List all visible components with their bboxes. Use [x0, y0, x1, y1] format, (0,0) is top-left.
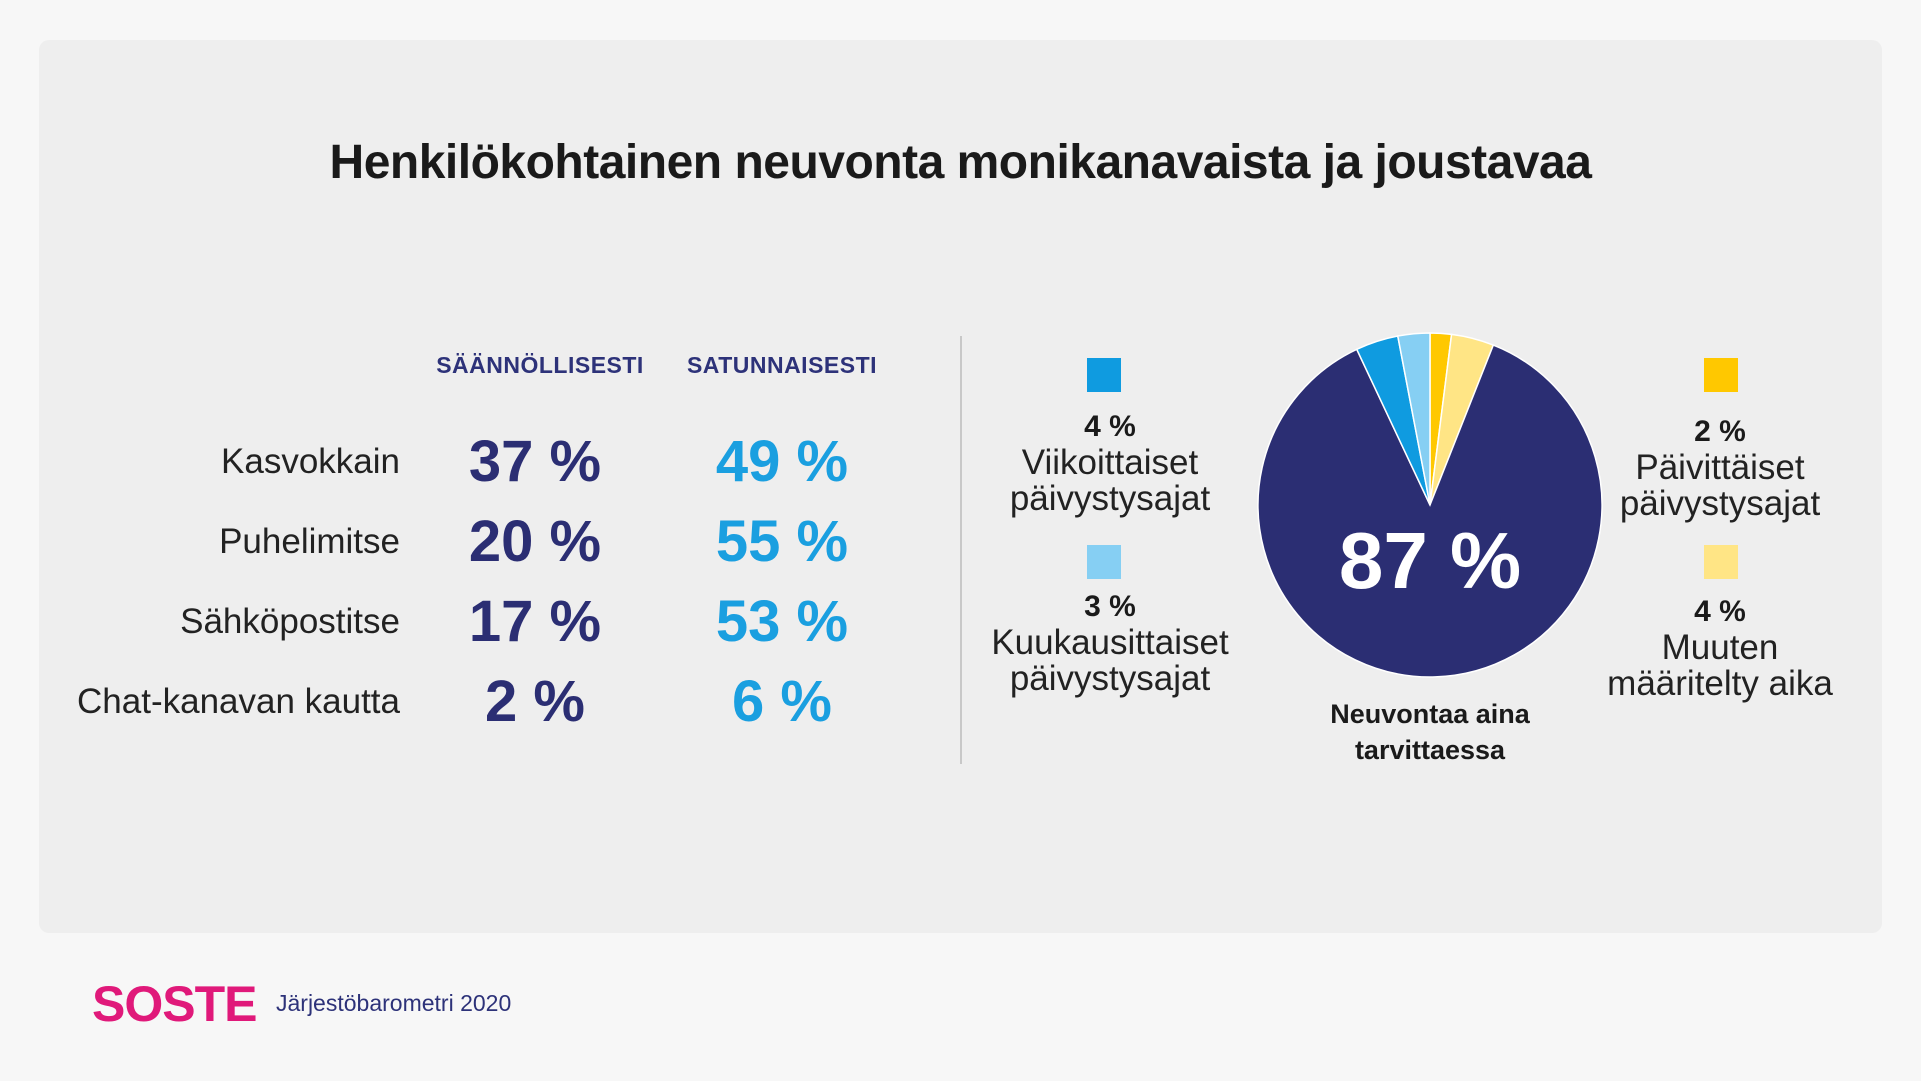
legend-label-line: Muuten [1661, 628, 1779, 667]
pie-slices [1257, 332, 1603, 678]
row-label: Sähköpostitse [180, 602, 400, 641]
pie-slice-main [1257, 344, 1603, 678]
occasional-value: 49 % [715, 429, 849, 494]
legend-label-line: määritelty aika [1607, 664, 1833, 703]
legend-label-line: Viikoittaiset [1021, 443, 1199, 482]
column-header-occasional: SATUNNAISESTI [686, 352, 878, 378]
source-label: Järjestöbarometri 2020 [276, 990, 512, 1016]
pie-caption: Neuvontaa aina tarvittaessa [1230, 696, 1630, 768]
chart-title: Henkilökohtainen neuvonta monikanavaista… [329, 136, 1592, 189]
occasional-value: 55 % [715, 509, 849, 574]
regular-value: 20 % [468, 509, 602, 574]
soste-logo: SOSTE [92, 976, 257, 1032]
legend-pct-other: 4 % [1694, 595, 1746, 628]
legend-label-line: Päivittäiset [1635, 448, 1805, 487]
regular-value: 17 % [468, 589, 602, 654]
legend-swatch-monthly [1087, 545, 1121, 579]
occasional-value: 53 % [715, 589, 849, 654]
pie-caption-line: Neuvontaa aina [1330, 699, 1530, 729]
legend-swatch-other [1704, 545, 1738, 579]
pie-main-value: 87 % [1338, 516, 1522, 605]
occasional-value: 6 % [732, 669, 832, 734]
legend-pct-weekly: 4 % [1084, 410, 1136, 443]
legend-label-line: päivystysajat [1009, 479, 1211, 518]
legend-label-weekly: Viikoittaiset päivystysajat [960, 445, 1260, 517]
regular-value: 2 % [485, 669, 585, 734]
column-header-regular: SÄÄNNÖLLISESTI [436, 352, 644, 378]
pie-slice-monthly [1396, 332, 1431, 506]
legend-label-monthly: Kuukausittaiset päivystysajat [960, 625, 1260, 697]
pie-chart [1257, 332, 1603, 678]
legend-label-other: Muuten määritelty aika [1570, 630, 1870, 702]
pie-caption-line: tarvittaessa [1354, 735, 1506, 765]
legend-label-line: päivystysajat [1009, 659, 1211, 698]
legend-label-line: päivystysajat [1619, 484, 1821, 523]
regular-value: 37 % [468, 429, 602, 494]
legend-swatch-daily [1704, 358, 1738, 392]
section-divider [960, 336, 962, 764]
legend-swatch-weekly [1087, 358, 1121, 392]
row-label: Kasvokkain [221, 442, 400, 481]
row-label: Chat-kanavan kautta [77, 682, 400, 721]
row-label: Puhelimitse [219, 522, 400, 561]
legend-pct-daily: 2 % [1694, 415, 1746, 448]
legend-label-daily: Päivittäiset päivystysajat [1570, 450, 1870, 522]
legend-label-line: Kuukausittaiset [991, 623, 1229, 662]
legend-pct-monthly: 3 % [1084, 590, 1136, 623]
